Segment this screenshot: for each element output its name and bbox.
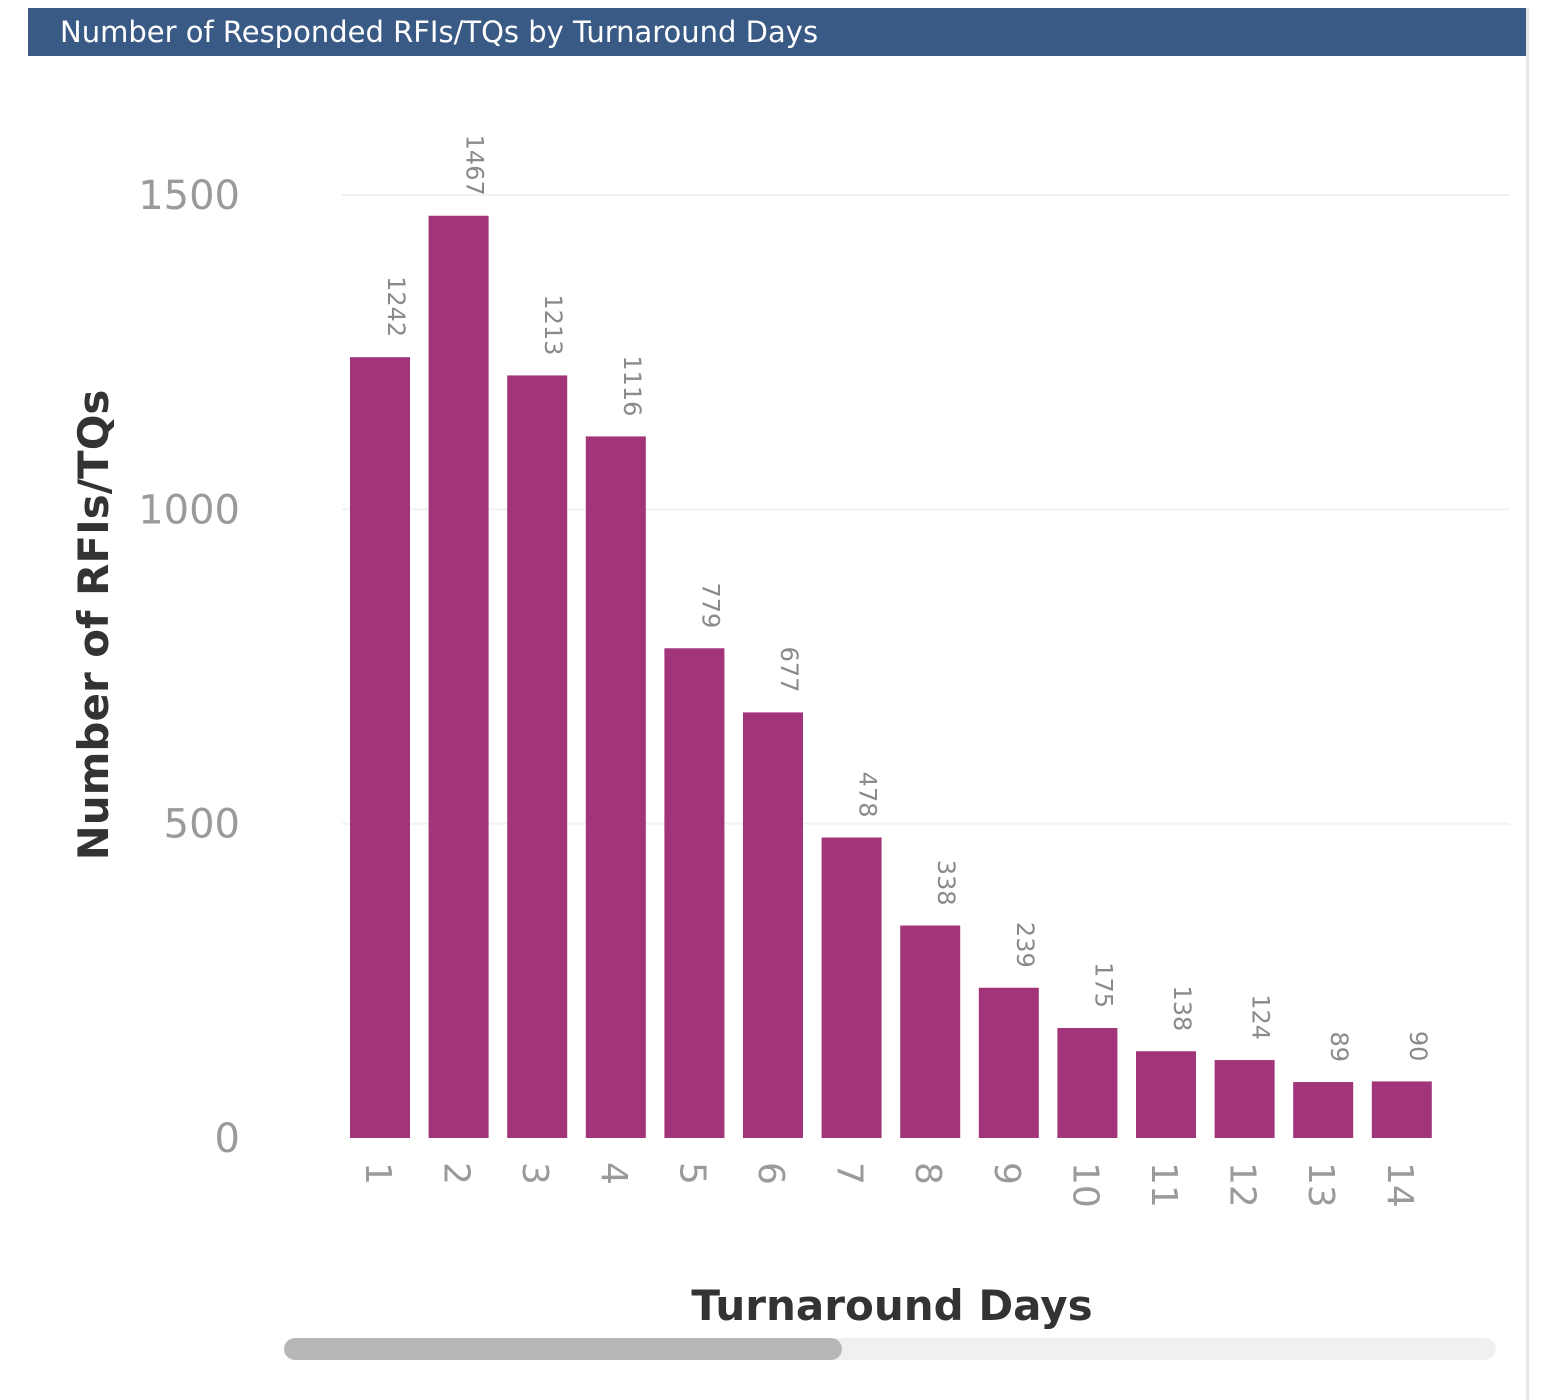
y-tick-label: 1000 (138, 487, 240, 533)
y-tick-label: 500 (164, 802, 240, 848)
bar-data-label: 1213 (539, 294, 567, 355)
bar-data-label: 175 (1089, 962, 1117, 1008)
bar[interactable] (900, 925, 961, 1138)
x-tick-label: 11 (1143, 1162, 1184, 1208)
y-tick-label: 0 (215, 1116, 240, 1162)
bar-data-label: 90 (1404, 1031, 1432, 1062)
x-tick-label: 3 (514, 1162, 555, 1185)
bar[interactable] (428, 215, 489, 1139)
x-tick-label: 1 (357, 1162, 398, 1185)
bar[interactable] (821, 837, 882, 1138)
x-tick-label: 6 (750, 1162, 791, 1185)
x-tick-label: 12 (1222, 1162, 1263, 1208)
chart-title: Number of Responded RFIs/TQs by Turnarou… (60, 15, 819, 49)
bar[interactable] (585, 436, 646, 1139)
x-tick-label: 4 (593, 1162, 634, 1185)
visual-border (1526, 8, 1529, 1400)
bars (350, 215, 1432, 1139)
bar[interactable] (507, 375, 568, 1138)
bar-data-label: 1116 (618, 355, 646, 416)
bar-data-label: 1242 (382, 276, 410, 337)
bar-data-label: 338 (932, 860, 960, 906)
bar-data-label: 779 (696, 582, 724, 628)
bar[interactable] (664, 648, 725, 1138)
y-axis-ticks: 0 500 1000 1500 (138, 173, 240, 1162)
x-tick-label: 14 (1379, 1162, 1420, 1208)
x-tick-label: 7 (829, 1162, 870, 1185)
bar[interactable] (978, 987, 1039, 1138)
bar[interactable] (1136, 1051, 1196, 1138)
bar[interactable] (1214, 1060, 1275, 1138)
bar[interactable] (1057, 1027, 1118, 1138)
bar-data-label: 239 (1011, 922, 1039, 968)
horizontal-scrollbar-thumb[interactable] (284, 1338, 842, 1360)
bar[interactable] (1371, 1081, 1432, 1138)
bar[interactable] (743, 712, 803, 1138)
y-axis-title: Number of RFIs/TQs (69, 390, 118, 861)
bar-data-label: 677 (775, 647, 803, 693)
bar-data-label: 124 (1247, 994, 1275, 1040)
bar-data-label: 1467 (461, 135, 489, 196)
x-tick-label: 2 (436, 1162, 477, 1185)
bar-data-label: 478 (854, 772, 882, 818)
x-tick-label: 9 (986, 1162, 1027, 1185)
bar-data-label: 89 (1325, 1032, 1353, 1063)
bar-data-label: 138 (1168, 985, 1196, 1031)
x-axis-ticks: 1 2 3 4 5 6 7 8 9 10 11 12 13 14 (357, 1162, 1420, 1208)
chart-title-bar: Number of Responded RFIs/TQs by Turnarou… (28, 8, 1526, 56)
x-tick-label: 13 (1300, 1162, 1341, 1208)
data-labels: 1242 1467 1213 1116 779 677 478 338 239 175 138 124… (382, 135, 1432, 1062)
bar[interactable] (350, 357, 410, 1138)
bar[interactable] (1293, 1082, 1354, 1138)
x-tick-label: 5 (671, 1162, 712, 1185)
x-tick-label: 10 (1064, 1162, 1105, 1208)
x-tick-label: 8 (907, 1162, 948, 1185)
x-axis-title: Turnaround Days (691, 1281, 1092, 1330)
y-tick-label: 1500 (138, 173, 240, 219)
